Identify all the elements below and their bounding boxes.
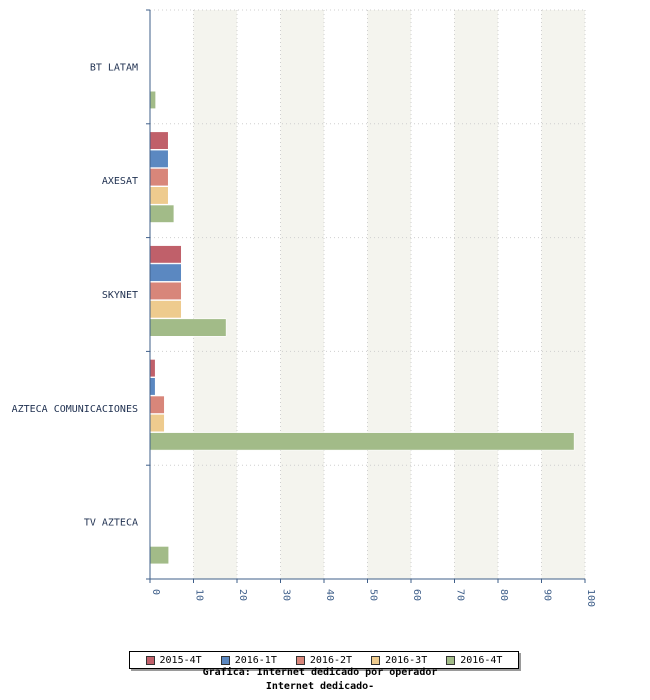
bar xyxy=(149,204,175,223)
legend-item: 2016-4T xyxy=(446,655,502,666)
bar xyxy=(149,432,575,451)
bar xyxy=(149,263,182,282)
category-label: TV AZTECA xyxy=(84,518,138,529)
bar xyxy=(149,300,182,319)
legend-swatch xyxy=(371,655,381,665)
category-label: AXESAT xyxy=(102,176,138,187)
legend-item: 2016-2T xyxy=(295,654,353,666)
legend-label: 2016-3T xyxy=(385,654,428,666)
legend-item: 2015-4T xyxy=(145,654,202,666)
legend-item: 2016-1T xyxy=(220,654,277,666)
chart-subcaption: Internet dedicado- xyxy=(265,681,375,692)
legend-swatch xyxy=(446,655,456,665)
x-tick-label: 10 xyxy=(194,589,205,601)
category-label: SKYNET xyxy=(102,290,138,301)
legend: 2015-4T 2016-1T 2016-2T 2016-3T 2016-4T xyxy=(129,651,519,669)
grid-band xyxy=(367,10,411,579)
grid-band xyxy=(541,10,585,579)
bar xyxy=(149,149,169,168)
legend-label: 2016-4T xyxy=(460,654,503,666)
legend-swatch xyxy=(295,655,305,665)
bar xyxy=(149,359,156,378)
bar xyxy=(149,281,182,301)
bar xyxy=(149,413,165,433)
bar xyxy=(149,395,165,414)
bar xyxy=(149,90,156,109)
x-tick-label: 100 xyxy=(585,589,596,607)
bar xyxy=(149,186,169,205)
x-tick-label: 40 xyxy=(324,589,335,601)
grid-band xyxy=(454,10,498,579)
legend-swatch xyxy=(220,655,230,665)
bar xyxy=(149,318,227,337)
bar xyxy=(149,168,169,187)
bar xyxy=(149,546,170,565)
legend-label: 2016-2T xyxy=(309,654,353,666)
x-tick-label: 30 xyxy=(281,589,292,601)
legend-label: 2015-4T xyxy=(159,654,202,666)
grid-band xyxy=(280,10,324,579)
x-tick-label: 50 xyxy=(368,589,379,601)
x-tick-label: 90 xyxy=(542,589,553,601)
grid-band xyxy=(193,10,237,579)
bar xyxy=(149,377,156,396)
legend-swatch xyxy=(145,655,155,665)
legend-item: 2016-3T xyxy=(371,655,427,666)
category-label: BT LATAM xyxy=(90,62,138,73)
x-tick-label: 0 xyxy=(150,589,161,595)
bar xyxy=(149,245,182,264)
x-tick-label: 70 xyxy=(455,589,466,601)
legend-label: 2016-1T xyxy=(234,654,277,666)
category-label: AZTECA COMUNICACIONES xyxy=(12,404,138,415)
chart-caption: Grafica: Internet dedicado por operador xyxy=(202,667,438,678)
bar xyxy=(149,131,169,150)
x-tick-label: 20 xyxy=(237,589,248,601)
x-tick-label: 60 xyxy=(411,589,422,601)
x-tick-label: 80 xyxy=(498,589,509,601)
